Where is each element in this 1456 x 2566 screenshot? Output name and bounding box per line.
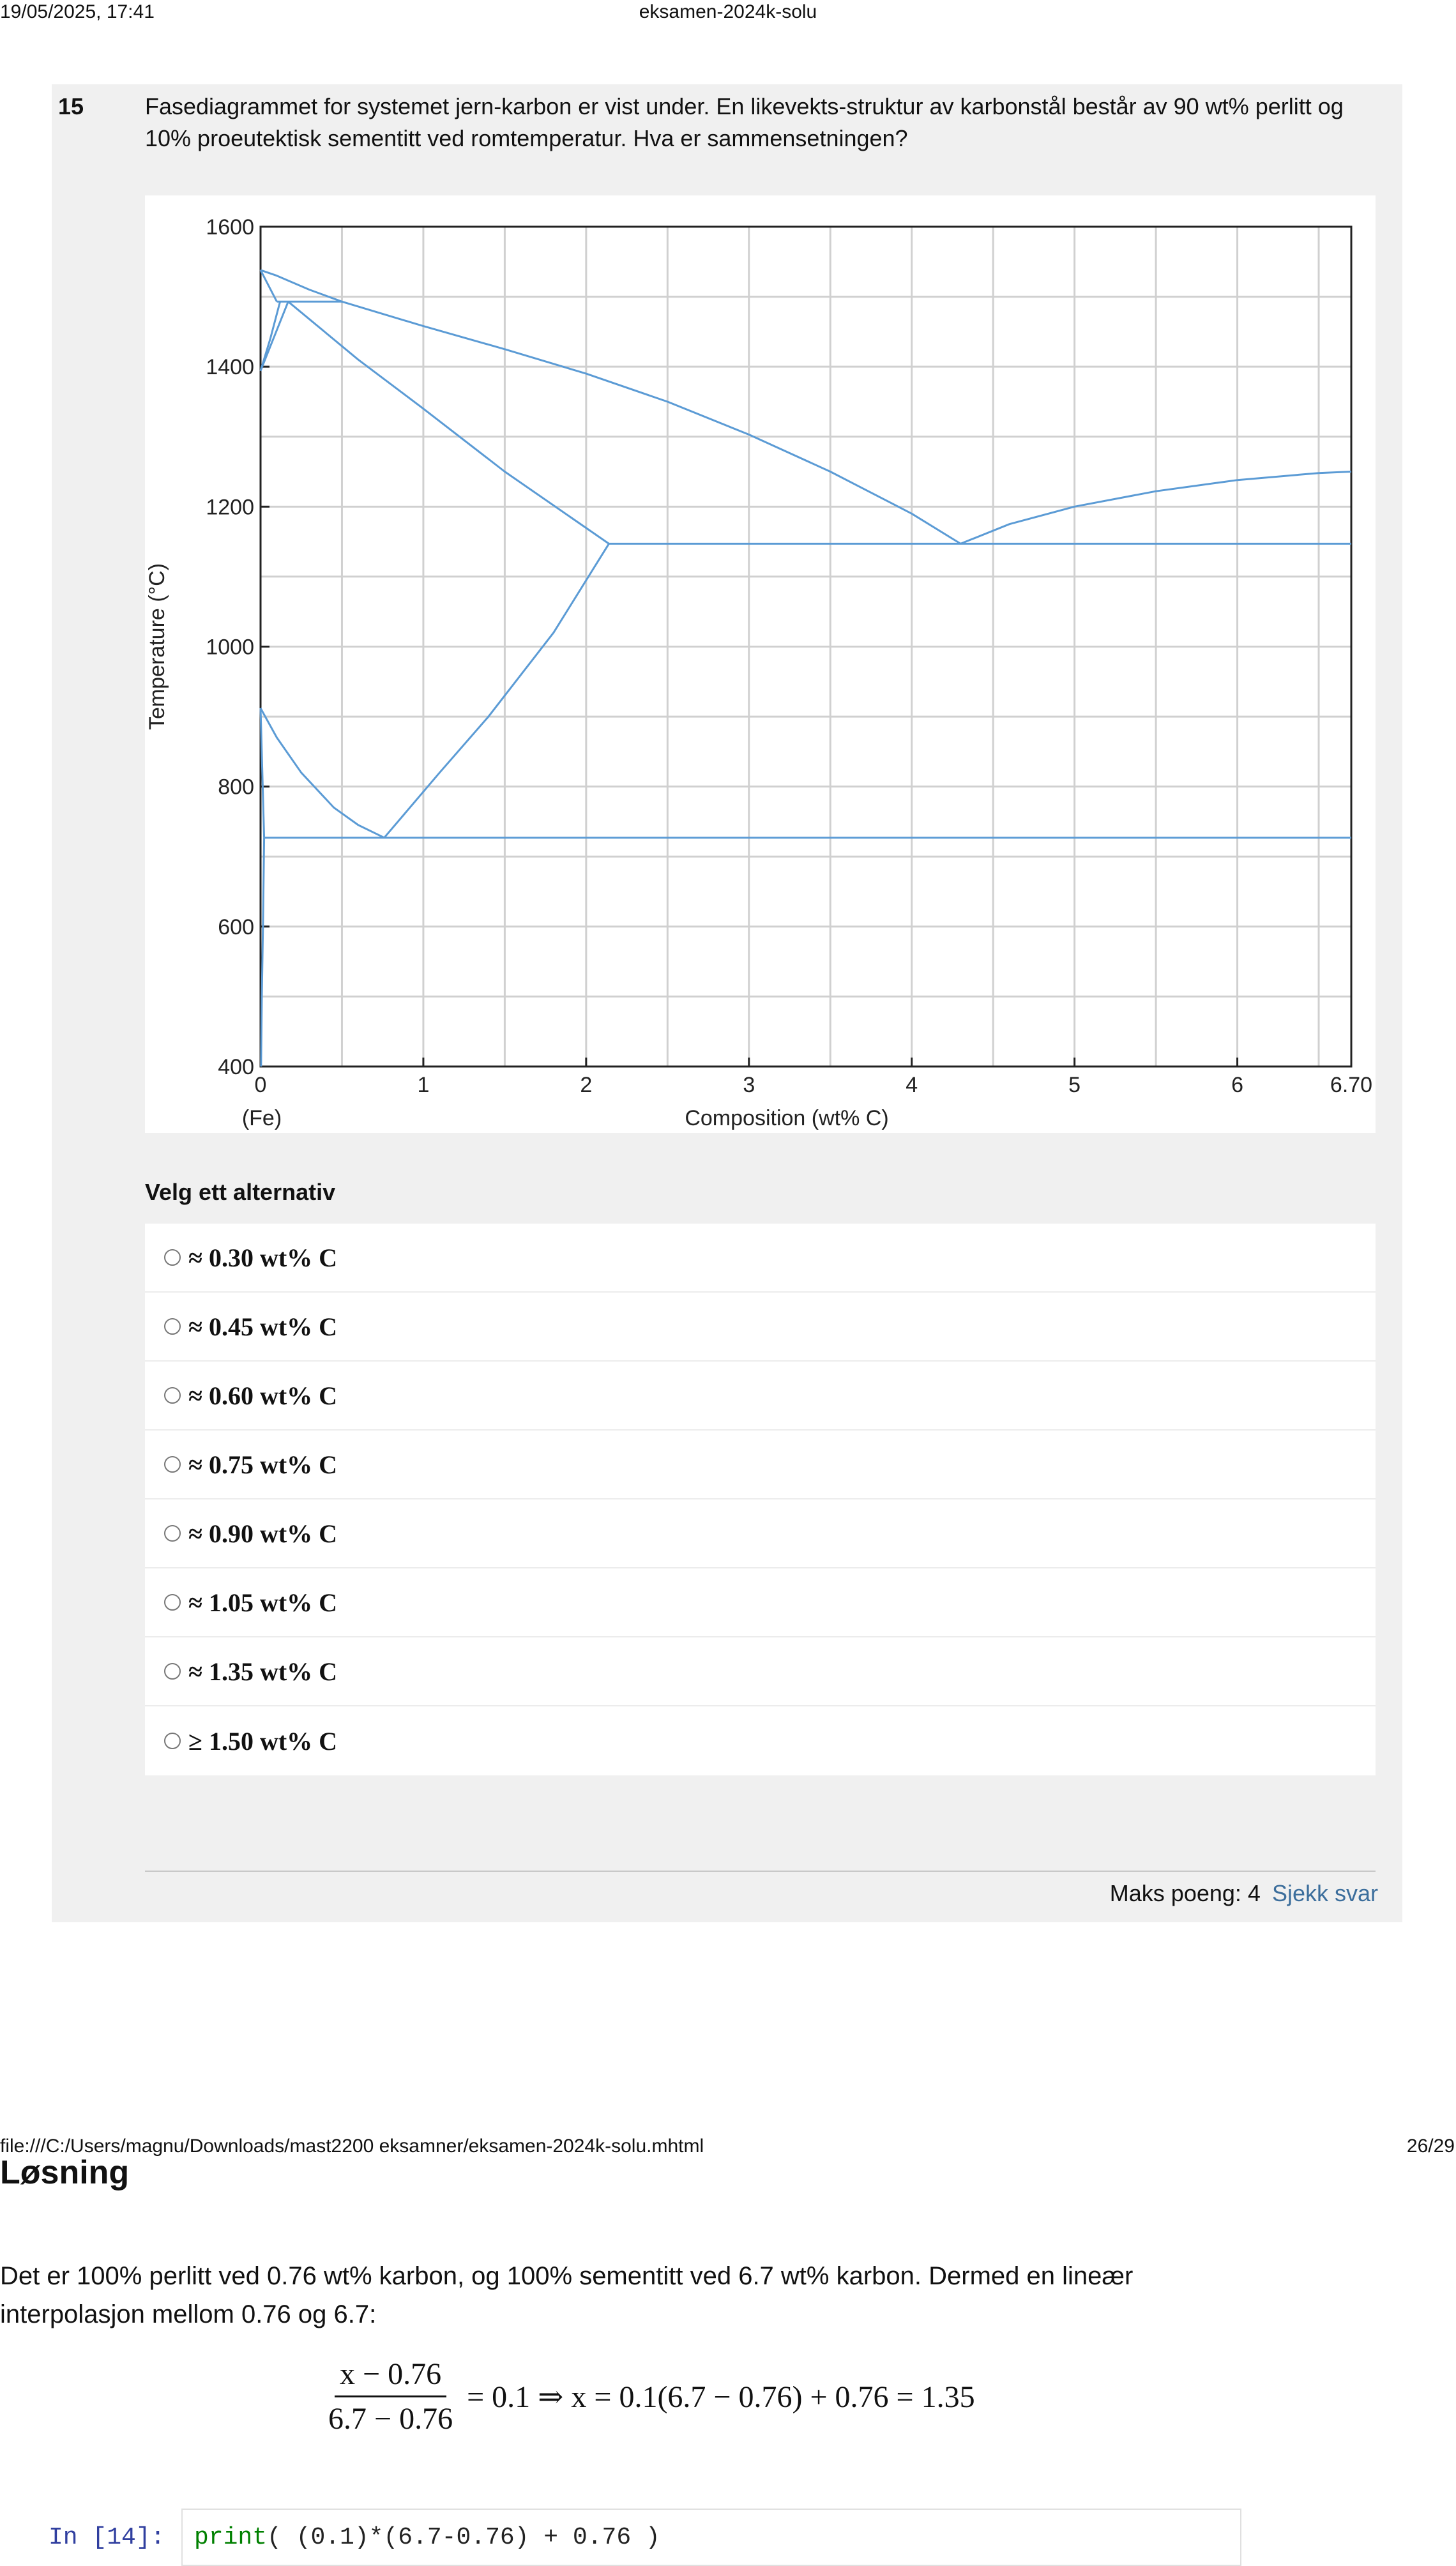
y-tick-label: 800 [218,775,254,800]
print-file-path: file:///C:/Users/magnu/Downloads/mast220… [0,2136,704,2157]
x-tick-label: 1 [417,1073,429,1097]
option-label: ≥ 1.50 wt% C [188,1726,338,1756]
option-label: ≈ 0.45 wt% C [188,1312,338,1341]
phase-diagram-chart: 0 1 2 3 4 5 6 6.70 400 600 800 1000 1200 1400 1600 Comp… [145,215,1372,1130]
radio-button[interactable] [164,1318,181,1335]
phase-boundary-line [960,471,1352,545]
options-list: ≈ 0.30 wt% C ≈ 0.45 wt% C ≈ 0.60 wt% C ≈… [145,1224,1376,1775]
option-label: ≈ 0.30 wt% C [188,1243,338,1272]
option-label: ≈ 0.75 wt% C [188,1450,338,1479]
option-label: ≈ 0.60 wt% C [188,1381,338,1410]
x-tick-label: 6 [1231,1073,1243,1097]
print-datetime: 19/05/2025, 17:41 [0,1,155,22]
radio-button[interactable] [164,1733,181,1749]
x-tick-label: 5 [1068,1073,1081,1097]
y-tick-label: 600 [218,915,254,939]
option-row[interactable]: ≥ 1.50 wt% C [145,1706,1376,1775]
code-input[interactable]: print( (0.1)*(6.7-0.76) + 0.76 ) [181,2509,1241,2566]
phase-boundary-line [259,270,278,302]
option-row[interactable]: ≈ 1.05 wt% C [145,1568,1376,1637]
x-tick-label: 6.70 [1330,1073,1372,1097]
phase-boundary-line [383,543,610,839]
radio-button[interactable] [164,1456,181,1473]
max-points-label: Maks poeng: 4 [1109,1880,1261,1906]
radio-button[interactable] [164,1525,181,1542]
phase-boundary-line [259,301,282,372]
solution-heading: Løsning [0,2154,130,2191]
y-axis-label: Temperature (°C) [145,563,169,730]
print-document-title: eksamen-2024k-solu [639,1,817,22]
solution-equation: x − 0.76 6.7 − 0.76 = 0.1 ⇒ x = 0.1(6.7 … [323,2357,975,2436]
question-card: 15 Fasediagrammet for systemet jern-karb… [52,84,1402,1922]
phase-boundary-line [259,708,385,839]
phase-boundary-line [342,300,961,545]
y-tick-label: 1000 [206,635,254,660]
code-cell: In [14]: print( (0.1)*(6.7-0.76) + 0.76 … [0,2505,1277,2566]
phase-boundary-line [259,301,289,372]
equation-result: = 0.1 ⇒ x = 0.1(6.7 − 0.76) + 0.76 = 1.3… [467,2380,975,2414]
radio-button[interactable] [164,1249,181,1266]
equation-fraction: x − 0.76 6.7 − 0.76 [323,2357,458,2436]
phase-boundary-line [287,301,610,545]
print-page-number: 26/29 [1406,2136,1455,2157]
x-tick-label: 0 [255,1073,267,1097]
option-label: ≈ 1.35 wt% C [188,1657,338,1686]
question-number: 15 [58,93,84,119]
code-prompt: In [14]: [49,2524,165,2551]
print-header: 19/05/2025, 17:41 eksamen-2024k-solu [0,0,1456,26]
equation-numerator: x − 0.76 [335,2357,447,2397]
radio-button[interactable] [164,1594,181,1611]
check-answer-link[interactable]: Sjekk svar [1271,1880,1378,1906]
x-axis-sublabel: (Fe) [242,1106,282,1130]
card-footer: Maks poeng: 4 Sjekk svar [1110,1880,1378,1907]
x-tick-label: 2 [580,1073,592,1097]
option-row[interactable]: ≈ 0.75 wt% C [145,1431,1376,1499]
option-row[interactable]: ≈ 0.45 wt% C [145,1293,1376,1362]
option-row[interactable]: ≈ 1.35 wt% C [145,1637,1376,1706]
x-tick-label: 3 [743,1073,755,1097]
option-row[interactable]: ≈ 0.90 wt% C [145,1499,1376,1568]
radio-button[interactable] [164,1387,181,1404]
alternatives-label: Velg ett alternativ [145,1179,336,1205]
y-tick-label: 1400 [206,355,254,379]
code-keyword: print [194,2524,268,2551]
radio-button[interactable] [164,1663,181,1680]
option-row[interactable]: ≈ 0.30 wt% C [145,1224,1376,1293]
card-divider [145,1871,1376,1872]
y-tick-label: 1200 [206,495,254,519]
x-axis-label: Composition (wt% C) [685,1106,888,1130]
option-label: ≈ 1.05 wt% C [188,1588,338,1617]
phase-boundary-line [259,708,266,838]
question-text: Fasediagrammet for systemet jern-karbon … [145,93,1344,151]
option-label: ≈ 0.90 wt% C [188,1519,338,1548]
phase-diagram-panel: 0 1 2 3 4 5 6 6.70 400 600 800 1000 1200 1400 1600 Comp… [145,195,1376,1133]
code-line: print( (0.1)*(6.7-0.76) + 0.76 ) [194,2524,660,2551]
phase-boundary-line [260,269,343,303]
equation-denominator: 6.7 − 0.76 [328,2402,453,2436]
y-tick-label: 400 [218,1055,254,1079]
y-tick-label: 1600 [206,215,254,239]
option-row[interactable]: ≈ 0.60 wt% C [145,1362,1376,1431]
code-expression: ( (0.1)*(6.7-0.76) + 0.76 ) [267,2524,660,2551]
solution-text: Det er 100% perlitt ved 0.76 wt% karbon,… [0,2262,1134,2328]
phase-boundary-line [260,837,266,1067]
x-tick-label: 4 [906,1073,918,1097]
